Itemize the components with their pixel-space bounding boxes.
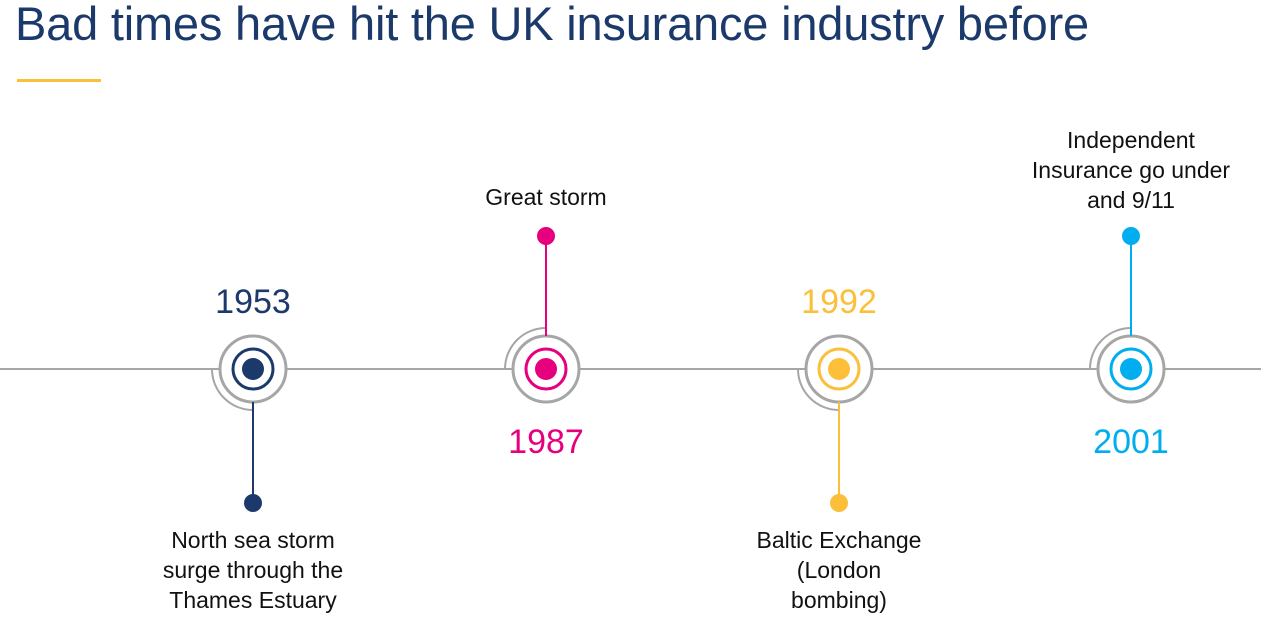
node-dot — [242, 358, 264, 380]
node-dot — [535, 358, 557, 380]
decorative-arc — [1089, 327, 1132, 370]
connector-dot — [244, 494, 262, 512]
decorative-arc — [797, 368, 840, 411]
year-1953: 1953 — [215, 283, 291, 321]
timeline-node-1953 — [211, 334, 288, 512]
connector-dot — [1122, 227, 1140, 245]
event-label-1992: Baltic Exchange (London bombing) — [756, 527, 922, 613]
timeline-node-2001 — [1089, 227, 1166, 404]
connector-dot — [830, 494, 848, 512]
event-label-1953: North sea storm surge through the Thames… — [162, 527, 344, 613]
decorative-arc — [211, 368, 254, 411]
year-1987: 1987 — [508, 423, 584, 461]
timeline-node-1992 — [797, 334, 874, 512]
node-dot — [828, 358, 850, 380]
event-label-1987: Great storm — [485, 184, 607, 210]
year-1992: 1992 — [801, 283, 877, 321]
connector-dot — [537, 227, 555, 245]
event-label-2001: Independent Insurance go under and 9/11 — [1031, 127, 1231, 213]
year-2001: 2001 — [1093, 423, 1169, 461]
title-accent-bar — [17, 79, 101, 82]
timeline-node-1987 — [504, 227, 581, 404]
slide-title: Bad times have hit the UK insurance indu… — [15, 0, 1089, 50]
node-dot — [1120, 358, 1142, 380]
decorative-arc — [504, 327, 547, 370]
